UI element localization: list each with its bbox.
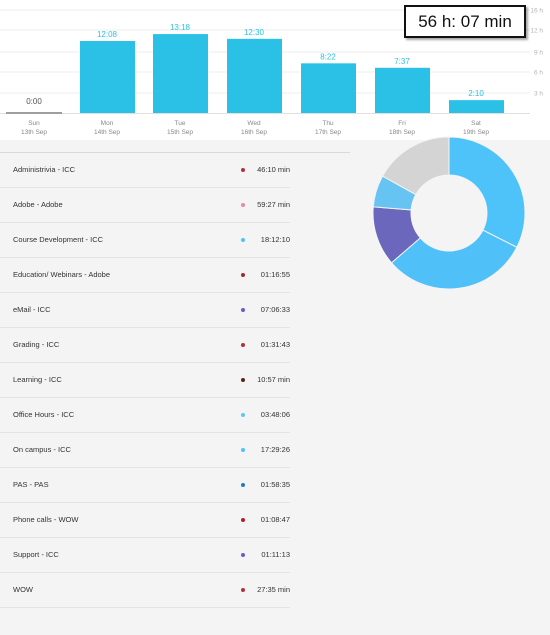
y-tick-label: 3 h — [534, 91, 543, 98]
bar-value-label: 12:30 — [244, 28, 265, 37]
total-time-badge: 56 h: 07 min — [404, 5, 526, 38]
list-item[interactable]: Course Development - ICC 18:12:10 — [0, 223, 290, 258]
color-dot-icon — [241, 343, 245, 347]
activity-list: Administrivia - ICC 46:10 min Adobe - Adob… — [0, 153, 290, 608]
activity-name: eMail - ICC — [13, 305, 51, 314]
y-tick-label: 6 h — [534, 70, 543, 77]
x-day-label: Mon — [101, 120, 114, 127]
x-date-label: 15th Sep — [167, 129, 193, 136]
color-dot-icon — [241, 553, 245, 557]
color-dot-icon — [241, 483, 245, 487]
bar — [80, 41, 135, 113]
activity-name: Grading - ICC — [13, 340, 60, 349]
bar-value-label: 13:18 — [170, 23, 191, 32]
list-item[interactable]: Support - ICC 01:11:13 — [0, 538, 290, 573]
activity-duration: 46:10 min — [257, 165, 290, 174]
color-dot-icon — [241, 588, 245, 592]
color-dot-icon — [241, 448, 245, 452]
bar-value-label: 7:37 — [394, 57, 410, 66]
bar-value-label: 2:10 — [468, 89, 484, 98]
color-dot-icon — [241, 273, 245, 277]
list-item[interactable]: Grading - ICC 01:31:43 — [0, 328, 290, 363]
bar — [301, 63, 356, 113]
donut-slice[interactable] — [448, 136, 526, 248]
list-item[interactable]: eMail - ICC 07:06:33 — [0, 293, 290, 328]
divider — [0, 152, 350, 153]
activity-duration: 01:11:13 — [261, 550, 290, 559]
activity-duration: 17:29:26 — [260, 445, 290, 454]
activity-duration: 01:31:43 — [260, 340, 290, 349]
activity-duration: 27:35 min — [257, 585, 290, 594]
y-tick-label: 16 h — [530, 8, 543, 15]
list-item[interactable]: Education/ Webinars - Adobe 01:16:55 — [0, 258, 290, 293]
x-date-label: 16th Sep — [241, 129, 267, 136]
activity-name: Education/ Webinars - Adobe — [13, 270, 111, 279]
activity-name: PAS - PAS — [13, 480, 49, 489]
bar — [227, 38, 282, 114]
x-date-label: 19th Sep — [463, 129, 489, 136]
activity-name: Course Development - ICC — [13, 235, 104, 244]
activity-duration: 18:12:10 — [260, 235, 290, 244]
activity-duration: 59:27 min — [257, 200, 290, 209]
bar — [6, 112, 62, 114]
donut-slice[interactable] — [381, 136, 450, 196]
activity-name: On campus - ICC — [13, 445, 71, 454]
list-item[interactable]: Office Hours - ICC 03:48:06 — [0, 398, 290, 433]
color-dot-icon — [241, 413, 245, 417]
activity-name: Office Hours - ICC — [13, 410, 75, 419]
color-dot-icon — [241, 168, 245, 172]
activity-name: WOW — [13, 585, 33, 594]
donut-slice[interactable] — [390, 229, 518, 290]
color-dot-icon — [241, 378, 245, 382]
x-date-label: 17th Sep — [315, 129, 341, 136]
color-dot-icon — [241, 518, 245, 522]
total-time: 56 h: 07 min — [418, 11, 512, 31]
x-day-label: Fri — [398, 120, 406, 127]
list-item[interactable]: PAS - PAS 01:58:35 — [0, 468, 290, 503]
activity-duration: 10:57 min — [257, 375, 290, 384]
bar-value-label: 12:08 — [97, 30, 118, 39]
activity-duration: 01:16:55 — [260, 270, 290, 279]
bar — [375, 67, 430, 113]
x-day-label: Thu — [322, 120, 334, 127]
list-item[interactable]: Adobe - Adobe 59:27 min — [0, 188, 290, 223]
bar — [449, 100, 504, 113]
list-item[interactable]: Administrivia - ICC 46:10 min — [0, 153, 290, 188]
list-item[interactable]: WOW 27:35 min — [0, 573, 290, 608]
bar — [153, 34, 208, 113]
y-tick-label: 9 h — [534, 50, 543, 57]
color-dot-icon — [241, 203, 245, 207]
color-dot-icon — [241, 238, 245, 242]
activity-duration: 03:48:06 — [260, 410, 290, 419]
x-day-label: Wed — [247, 120, 261, 127]
x-date-label: 18th Sep — [389, 129, 415, 136]
color-dot-icon — [241, 308, 245, 312]
x-date-label: 14th Sep — [94, 129, 120, 136]
y-tick-label: 12 h — [530, 28, 543, 35]
activity-name: Administrivia - ICC — [13, 165, 76, 174]
activity-duration: 07:06:33 — [260, 305, 290, 314]
activity-duration: 01:08:47 — [260, 515, 290, 524]
activity-name: Phone calls - WOW — [13, 515, 79, 524]
list-item[interactable]: On campus - ICC 17:29:26 — [0, 433, 290, 468]
bar-value-label: 0:00 — [26, 97, 42, 106]
x-day-label: Tue — [175, 120, 186, 127]
activity-duration: 01:58:35 — [260, 480, 290, 489]
x-day-label: Sun — [28, 120, 40, 127]
x-date-label: 13th Sep — [21, 129, 47, 136]
activity-donut-chart — [372, 136, 526, 290]
activity-name: Learning - ICC — [13, 375, 62, 384]
bar-value-label: 8:22 — [320, 52, 336, 61]
list-item[interactable]: Phone calls - WOW 01:08:47 — [0, 503, 290, 538]
list-item[interactable]: Learning - ICC 10:57 min — [0, 363, 290, 398]
activity-name: Adobe - Adobe — [13, 200, 63, 209]
activity-name: Support - ICC — [13, 550, 59, 559]
x-day-label: Sat — [471, 120, 481, 127]
